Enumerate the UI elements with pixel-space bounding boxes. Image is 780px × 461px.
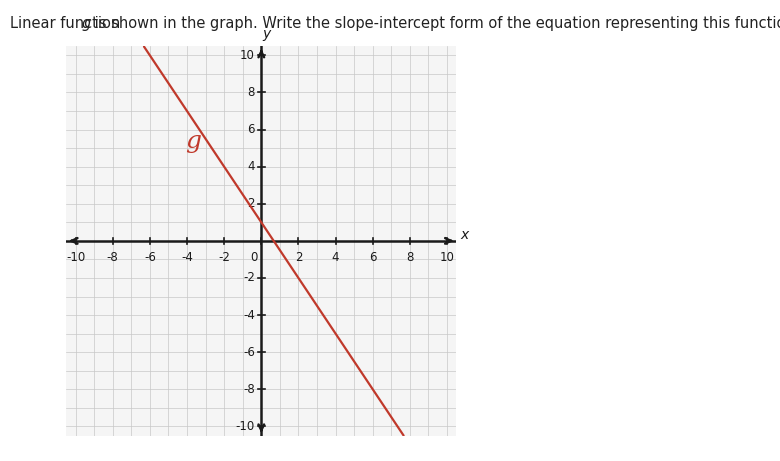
Text: 6: 6 bbox=[369, 251, 377, 264]
Text: 10: 10 bbox=[240, 49, 255, 62]
Text: 10: 10 bbox=[440, 251, 455, 264]
Text: 8: 8 bbox=[247, 86, 255, 99]
Text: x: x bbox=[460, 228, 468, 242]
Text: g: g bbox=[81, 16, 90, 31]
Text: -10: -10 bbox=[236, 420, 255, 433]
Text: 8: 8 bbox=[406, 251, 413, 264]
Text: -10: -10 bbox=[66, 251, 85, 264]
Text: -4: -4 bbox=[243, 308, 255, 322]
Text: 2: 2 bbox=[247, 197, 255, 210]
Text: -4: -4 bbox=[181, 251, 193, 264]
Text: -6: -6 bbox=[243, 346, 255, 359]
Text: -8: -8 bbox=[243, 383, 255, 396]
Text: 4: 4 bbox=[247, 160, 255, 173]
Text: y: y bbox=[263, 27, 271, 41]
Text: -2: -2 bbox=[218, 251, 230, 264]
Text: g: g bbox=[185, 130, 201, 153]
Text: -6: -6 bbox=[144, 251, 156, 264]
Text: 4: 4 bbox=[332, 251, 339, 264]
Text: 6: 6 bbox=[247, 123, 255, 136]
Text: 2: 2 bbox=[295, 251, 302, 264]
Text: Linear function: Linear function bbox=[10, 16, 125, 31]
Text: -2: -2 bbox=[243, 272, 255, 284]
Text: is shown in the graph. Write the slope-intercept form of the equation representi: is shown in the graph. Write the slope-i… bbox=[90, 16, 780, 31]
Text: 0: 0 bbox=[250, 251, 257, 264]
Text: -8: -8 bbox=[107, 251, 119, 264]
